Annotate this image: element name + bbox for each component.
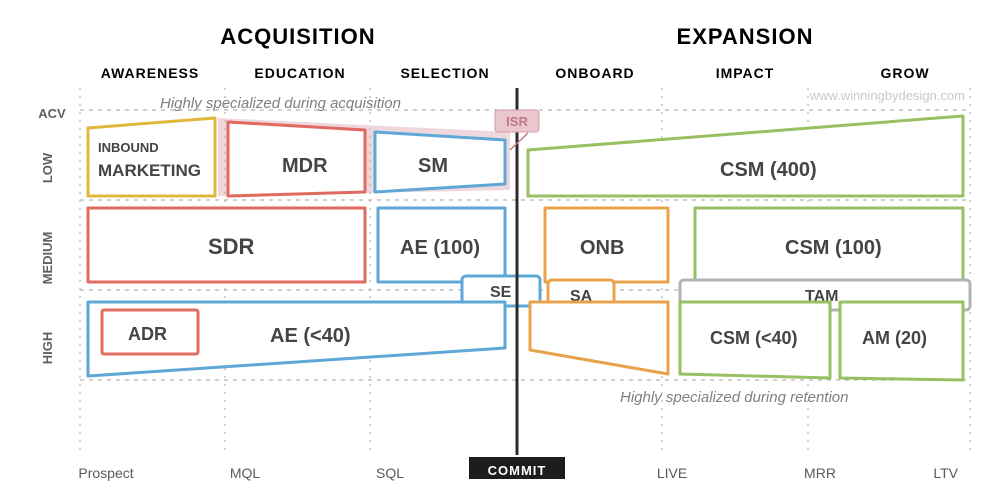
role-ae-100: AE (100) — [378, 208, 505, 282]
stage-label: SQL — [376, 465, 404, 481]
subheader: SELECTION — [400, 65, 489, 81]
role-csm-lt40: CSM (<40) — [680, 302, 830, 378]
role-label: SM — [418, 155, 448, 177]
header-expansion: EXPANSION — [677, 24, 814, 49]
subheader: EDUCATION — [254, 65, 345, 81]
annotation: Highly specialized during acquisition — [160, 95, 401, 112]
role-label: MDR — [282, 155, 328, 177]
row-label: HIGH — [40, 332, 55, 365]
stage-label: Prospect — [78, 465, 133, 481]
watermark: www.winningbydesign.com — [809, 88, 965, 103]
role-sdr: SDR — [88, 208, 365, 282]
role-label: AE (<40) — [270, 325, 351, 347]
role-label: INBOUND — [98, 140, 159, 155]
annotation: Highly specialized during retention — [620, 389, 848, 406]
role-label: MARKETING — [98, 161, 201, 180]
role-label: CSM (<40) — [710, 328, 798, 348]
role-inbound-marketing: INBOUND MARKETING — [88, 118, 215, 196]
stage-label: MQL — [230, 465, 261, 481]
subheader: IMPACT — [716, 65, 775, 81]
stage-label: LTV — [933, 465, 958, 481]
header-acquisition: ACQUISITION — [220, 24, 375, 49]
stage-label: LIVE — [657, 465, 687, 481]
role-label: AM (20) — [862, 328, 927, 348]
role-label: SE — [490, 284, 512, 301]
row-label: MEDIUM — [40, 232, 55, 285]
role-label: ONB — [580, 237, 624, 259]
role-mdr: MDR — [228, 122, 365, 196]
role-csm-100: CSM (100) — [695, 208, 963, 282]
role-onb: ONB — [545, 208, 668, 282]
subheader: AWARENESS — [101, 65, 199, 81]
stage-label: MRR — [804, 465, 836, 481]
bowtie-diagram: INBOUND MARKETING MDR SM CSM (400) SDR AE (100… — [0, 0, 1000, 500]
isr-tag-label: ISR — [506, 114, 528, 129]
commit-badge-label: COMMIT — [488, 463, 547, 478]
role-sm: SM — [375, 132, 505, 192]
subheader: ONBOARD — [555, 65, 634, 81]
row-label: LOW — [40, 152, 55, 183]
role-label: AE (100) — [400, 237, 480, 259]
role-label: CSM (100) — [785, 237, 882, 259]
role-am-20: AM (20) — [840, 302, 963, 380]
role-adr: ADR — [102, 310, 198, 354]
subheader: GROW — [880, 65, 929, 81]
role-label: CSM (400) — [720, 159, 817, 181]
role-label: ADR — [128, 324, 167, 344]
acv-axis-label: ACV — [38, 106, 66, 121]
role-label: SDR — [208, 234, 255, 259]
